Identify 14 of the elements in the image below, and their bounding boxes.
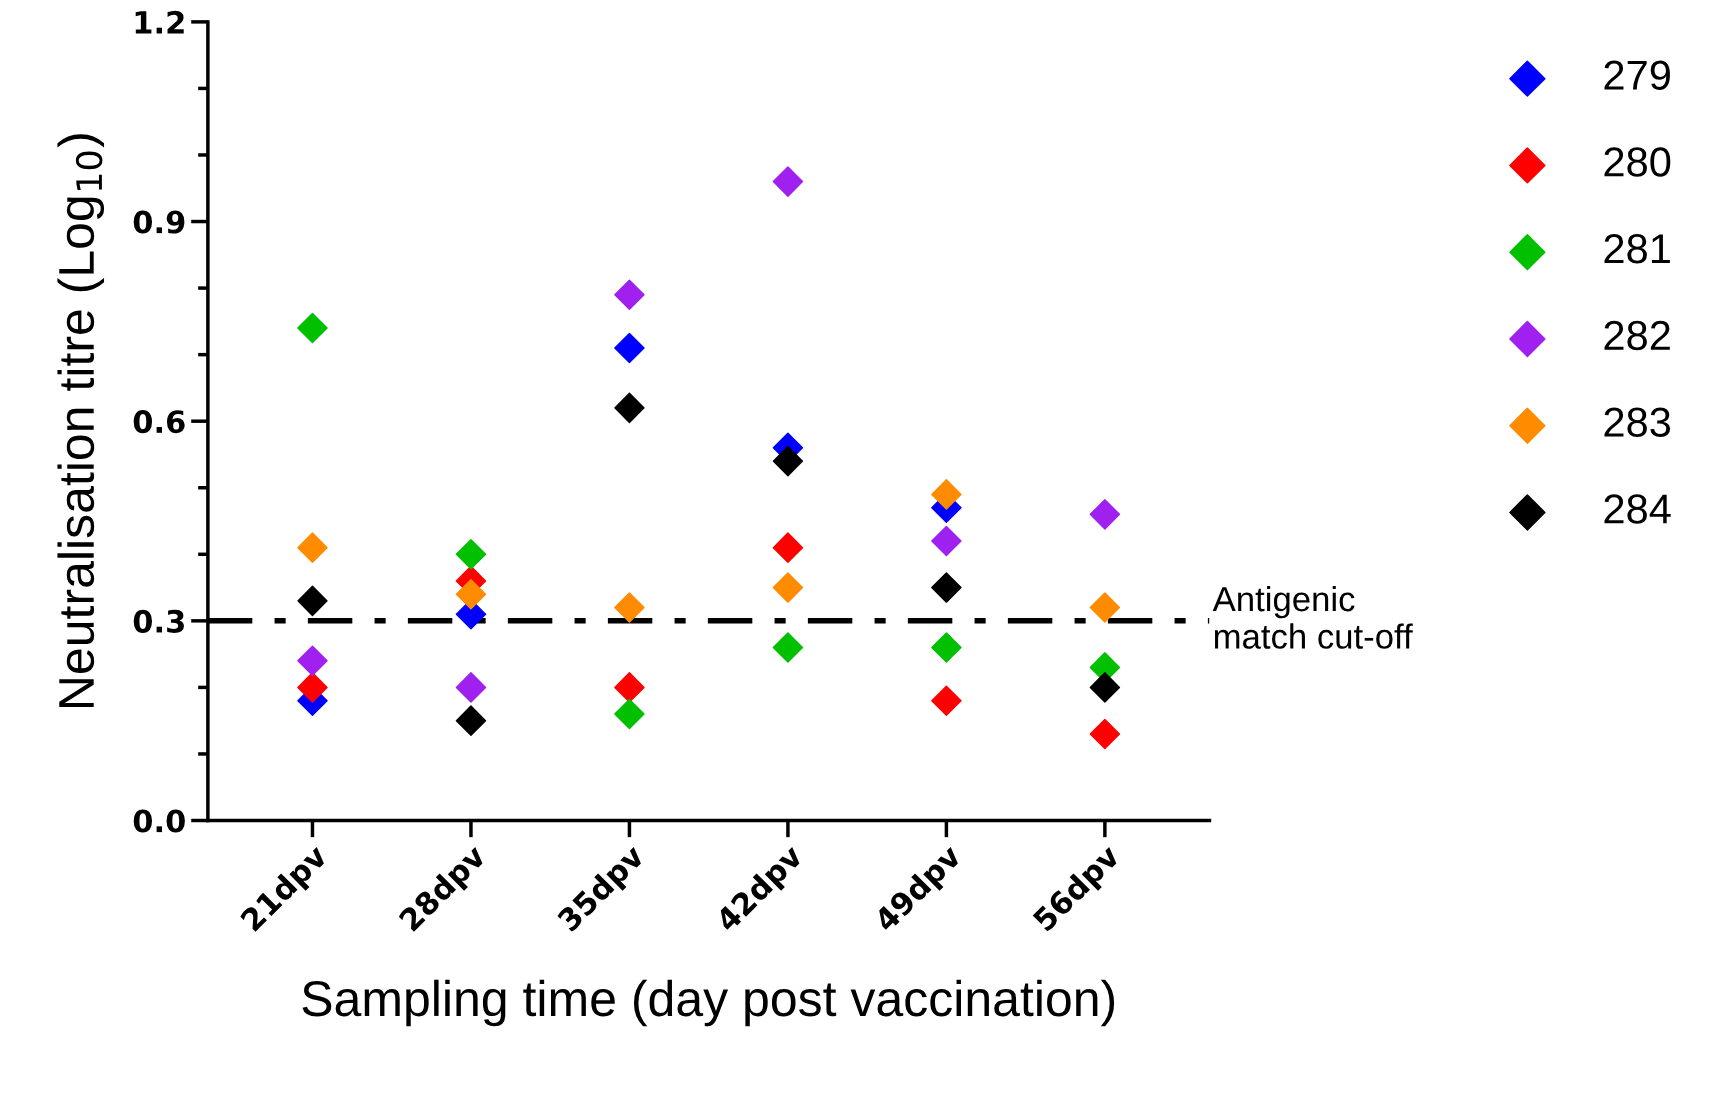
legend-label: 283 bbox=[1604, 407, 1671, 438]
legend-label: 280 bbox=[1604, 147, 1671, 177]
y-tick-label: 0.9 bbox=[133, 210, 185, 234]
legend-label: 282 bbox=[1604, 320, 1670, 351]
x-axis-title: Sampling time (day post vaccination) bbox=[302, 979, 1115, 1027]
y-axis-title: Neutralisation titre (Log$_{10}$) bbox=[57, 134, 105, 708]
y-tick-label: 1.2 bbox=[135, 10, 184, 34]
legend-label: 281 bbox=[1604, 234, 1670, 264]
y-tick-label: 0.0 bbox=[133, 809, 185, 833]
legend-label: 284 bbox=[1604, 494, 1671, 524]
ref-line-label: Antigenic match cut-off bbox=[1212, 585, 1413, 649]
y-tick-label: 0.6 bbox=[133, 410, 185, 434]
y-tick-label: 0.3 bbox=[133, 609, 184, 633]
legend-label: 279 bbox=[1604, 60, 1670, 90]
